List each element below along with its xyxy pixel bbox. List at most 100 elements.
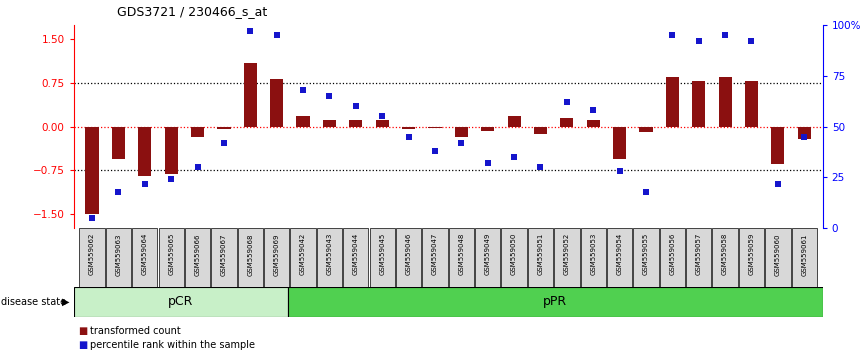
Point	[481, 160, 494, 166]
Bar	[666, 77, 679, 127]
Point	[349, 103, 363, 109]
Bar	[376, 120, 389, 127]
Point	[718, 32, 732, 38]
Point	[138, 181, 152, 186]
FancyBboxPatch shape	[475, 228, 501, 287]
Bar	[455, 127, 468, 137]
FancyBboxPatch shape	[554, 228, 579, 287]
Text: disease state: disease state	[1, 297, 66, 307]
Point	[322, 93, 336, 99]
Bar	[586, 120, 600, 127]
Point	[191, 164, 204, 170]
FancyBboxPatch shape	[423, 228, 448, 287]
Bar	[639, 127, 653, 132]
Text: GSM559069: GSM559069	[274, 233, 280, 275]
FancyBboxPatch shape	[633, 228, 659, 287]
Text: GSM559068: GSM559068	[248, 233, 254, 275]
Text: GSM559042: GSM559042	[301, 233, 306, 275]
Bar	[429, 127, 442, 128]
Point	[639, 189, 653, 195]
Bar	[692, 81, 705, 127]
FancyBboxPatch shape	[739, 228, 764, 287]
Text: ▶: ▶	[62, 297, 70, 307]
FancyBboxPatch shape	[580, 228, 606, 287]
Point	[798, 134, 811, 139]
Text: pCR: pCR	[168, 295, 193, 308]
Point	[455, 140, 469, 146]
Bar	[112, 127, 125, 159]
FancyBboxPatch shape	[660, 228, 685, 287]
Text: GSM559056: GSM559056	[669, 233, 675, 275]
Bar	[139, 127, 152, 176]
Text: GDS3721 / 230466_s_at: GDS3721 / 230466_s_at	[117, 5, 267, 18]
Text: GSM559059: GSM559059	[748, 233, 754, 275]
FancyBboxPatch shape	[792, 228, 817, 287]
FancyBboxPatch shape	[106, 228, 131, 287]
Text: GSM559049: GSM559049	[485, 233, 491, 275]
Point	[296, 87, 310, 93]
Text: GSM559051: GSM559051	[538, 233, 544, 275]
FancyBboxPatch shape	[396, 228, 421, 287]
Text: GSM559053: GSM559053	[591, 233, 596, 275]
Bar	[165, 127, 178, 174]
Text: GSM559054: GSM559054	[617, 233, 623, 275]
Bar	[270, 79, 283, 127]
Bar	[481, 127, 494, 131]
FancyBboxPatch shape	[211, 228, 236, 287]
Bar	[507, 116, 520, 127]
Text: GSM559067: GSM559067	[221, 233, 227, 275]
Text: transformed count: transformed count	[90, 326, 181, 336]
Point	[402, 134, 416, 139]
FancyBboxPatch shape	[185, 228, 210, 287]
Bar	[533, 127, 547, 133]
Text: GSM559046: GSM559046	[405, 233, 411, 275]
Point	[217, 140, 231, 146]
Text: GSM559062: GSM559062	[89, 233, 95, 275]
FancyBboxPatch shape	[237, 228, 263, 287]
FancyBboxPatch shape	[343, 228, 369, 287]
Bar	[745, 81, 758, 127]
Text: percentile rank within the sample: percentile rank within the sample	[90, 340, 255, 350]
Point	[533, 164, 547, 170]
Bar	[613, 127, 626, 159]
Point	[112, 189, 126, 195]
Point	[665, 32, 679, 38]
Point	[745, 38, 759, 44]
Point	[586, 108, 600, 113]
FancyBboxPatch shape	[264, 228, 289, 287]
Text: ■: ■	[78, 340, 87, 350]
FancyBboxPatch shape	[288, 287, 823, 317]
Point	[560, 99, 574, 105]
FancyBboxPatch shape	[132, 228, 158, 287]
FancyBboxPatch shape	[80, 228, 105, 287]
Text: GSM559055: GSM559055	[643, 233, 649, 275]
Bar	[402, 127, 415, 130]
Point	[243, 28, 257, 34]
Bar	[296, 116, 310, 127]
Point	[270, 32, 284, 38]
Point	[771, 181, 785, 186]
Bar	[86, 127, 99, 214]
Bar	[323, 120, 336, 127]
Point	[507, 154, 521, 160]
Text: GSM559047: GSM559047	[432, 233, 438, 275]
Bar	[560, 118, 573, 127]
Bar	[772, 127, 785, 164]
Text: GSM559048: GSM559048	[458, 233, 464, 275]
FancyBboxPatch shape	[501, 228, 527, 287]
FancyBboxPatch shape	[158, 228, 184, 287]
FancyBboxPatch shape	[370, 228, 395, 287]
Text: GSM559057: GSM559057	[695, 233, 701, 275]
Point	[692, 38, 706, 44]
Text: GSM559065: GSM559065	[168, 233, 174, 275]
Text: GSM559045: GSM559045	[379, 233, 385, 275]
Text: GSM559066: GSM559066	[195, 233, 201, 275]
Point	[375, 114, 389, 119]
Text: GSM559064: GSM559064	[142, 233, 148, 275]
FancyBboxPatch shape	[766, 228, 791, 287]
Text: GSM559060: GSM559060	[775, 233, 781, 275]
Text: GSM559058: GSM559058	[722, 233, 728, 275]
Text: GSM559043: GSM559043	[326, 233, 333, 275]
Point	[85, 215, 99, 221]
FancyBboxPatch shape	[686, 228, 711, 287]
